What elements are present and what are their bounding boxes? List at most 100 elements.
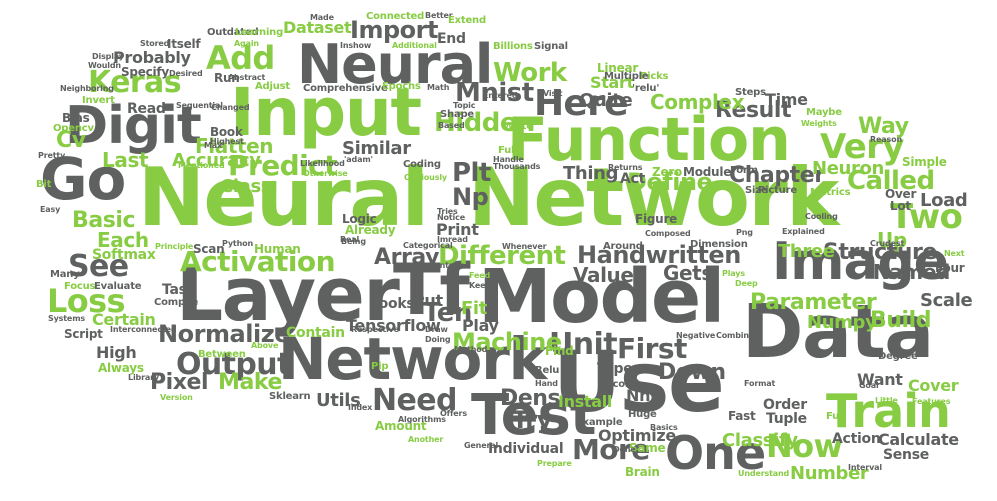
word-offers: Offers	[440, 409, 467, 418]
word-class: Class	[220, 176, 272, 197]
word-feed: Feed	[469, 271, 491, 280]
word-done: Done	[613, 445, 636, 454]
word-train: Train	[826, 384, 951, 438]
word-unit: Unit	[549, 327, 618, 362]
word-type: Type	[597, 361, 633, 377]
word-called: Called	[847, 166, 935, 196]
word-picks: Picks	[640, 71, 669, 82]
word-thousands: Thousands	[493, 162, 541, 171]
word-cover: Cover	[908, 376, 959, 395]
word-coding: Coding	[403, 159, 441, 170]
word-relu-quoted: 'relu'	[632, 83, 660, 94]
word-high: High	[96, 343, 137, 362]
word-mentioned: Mentioned	[178, 161, 225, 170]
word-read: Read	[127, 101, 166, 117]
word-interconnected: Interconnected	[110, 325, 177, 334]
word-itself: Itself	[167, 37, 201, 51]
word-steps: Steps	[735, 87, 766, 98]
word-being: Being	[341, 237, 366, 246]
word-tries: Tries	[437, 207, 458, 216]
word-thing: Thing	[563, 163, 619, 184]
word-amount: Amount	[375, 419, 427, 433]
word-input: Input	[230, 74, 422, 151]
word-tensorflow: Tensorflow	[346, 316, 441, 335]
word-network: Network	[468, 151, 839, 244]
word-real: Real	[340, 235, 360, 244]
word-nn: Nn	[626, 386, 651, 405]
word-whenever: Whenever	[502, 242, 547, 251]
word-certain: Certain	[92, 310, 156, 329]
word-start: Start	[590, 73, 634, 92]
word-evaluate: Evaluate	[94, 281, 142, 292]
word-classify: Classify	[722, 430, 798, 451]
word-plays: Plays	[722, 269, 745, 278]
word-around: Around	[603, 241, 643, 252]
word-weights: Weights	[801, 119, 837, 128]
word-again: Again	[234, 39, 259, 48]
word-install: Install	[558, 392, 613, 411]
word-basics: Basics	[650, 423, 678, 432]
word-dataset: Dataset	[283, 18, 352, 37]
word-opencv: Opencv	[53, 123, 94, 134]
word-reason: Reason	[870, 135, 902, 144]
word-above: Above	[251, 341, 279, 350]
word-inshow: Inshow	[340, 41, 372, 50]
word-utils: Utils	[316, 390, 361, 411]
word-pretty: Pretty	[38, 151, 66, 160]
word-crudest: Crudest	[870, 239, 905, 248]
word-display: Display	[92, 52, 124, 61]
word-hidden: Hidden	[434, 108, 535, 138]
word-multiple: Multiple	[604, 71, 649, 82]
word-based: Based	[438, 121, 465, 130]
word-quite: Quite	[579, 90, 633, 111]
word-learning: Learning	[235, 27, 284, 38]
word-zero: Zero	[652, 165, 683, 179]
word-different: Different	[438, 241, 566, 271]
word-second: Second	[599, 379, 639, 390]
word-invert: Invert	[82, 95, 115, 106]
word-systems: Systems	[48, 314, 85, 323]
word-made: Made	[310, 13, 334, 22]
word-format: Format	[744, 379, 776, 388]
word-scale: Scale	[920, 290, 973, 311]
word-fun: Fun	[826, 411, 846, 422]
word-four: Four	[935, 261, 965, 275]
word-function: Function	[507, 105, 791, 175]
word-goal: Goal	[859, 381, 879, 390]
word-deep: Deep	[735, 279, 758, 288]
word-compile: Compile	[154, 297, 199, 308]
word-numpy: Numpy	[807, 312, 877, 333]
word-ten: Ten	[423, 298, 472, 328]
word-softmax: Softmax	[92, 247, 156, 263]
word-returns: Returns	[608, 163, 643, 172]
word-up: Up	[877, 228, 907, 252]
word-sense: Sense	[883, 447, 929, 463]
word-linear: Linear	[597, 61, 639, 75]
word-same: Same	[629, 441, 666, 455]
word-shape: Shape	[440, 109, 475, 120]
word-chapter: Chapter	[729, 163, 825, 188]
word-specify: Specify	[121, 65, 169, 79]
word-last: Last	[102, 148, 149, 172]
word-principle: Principle	[155, 242, 194, 251]
word-tuple: Tuple	[766, 411, 807, 427]
word-first: First	[617, 332, 687, 365]
word-use: Use	[553, 333, 725, 431]
word-desired: Desired	[169, 69, 203, 78]
word-signal: Signal	[534, 41, 568, 52]
word-normalize: Normalize	[158, 320, 290, 348]
word-handwritten: Handwritten	[577, 241, 741, 269]
word-human: Human	[254, 242, 301, 256]
word-otherwise: Otherwise	[303, 169, 348, 178]
word-digit: Digit	[65, 96, 202, 156]
word-put: Put	[413, 291, 443, 310]
word-time: Time	[765, 90, 808, 109]
word-machine: Machine	[452, 328, 562, 356]
word-scan: Scan	[193, 242, 225, 256]
word-keras: Keras	[88, 65, 182, 100]
word-topic: Topic	[453, 101, 476, 110]
word-figure: Figure	[635, 212, 678, 226]
word-pixel: Pixel	[150, 370, 209, 395]
word-sequential: Sequential	[176, 101, 223, 110]
word-composed: Composed	[645, 229, 691, 238]
